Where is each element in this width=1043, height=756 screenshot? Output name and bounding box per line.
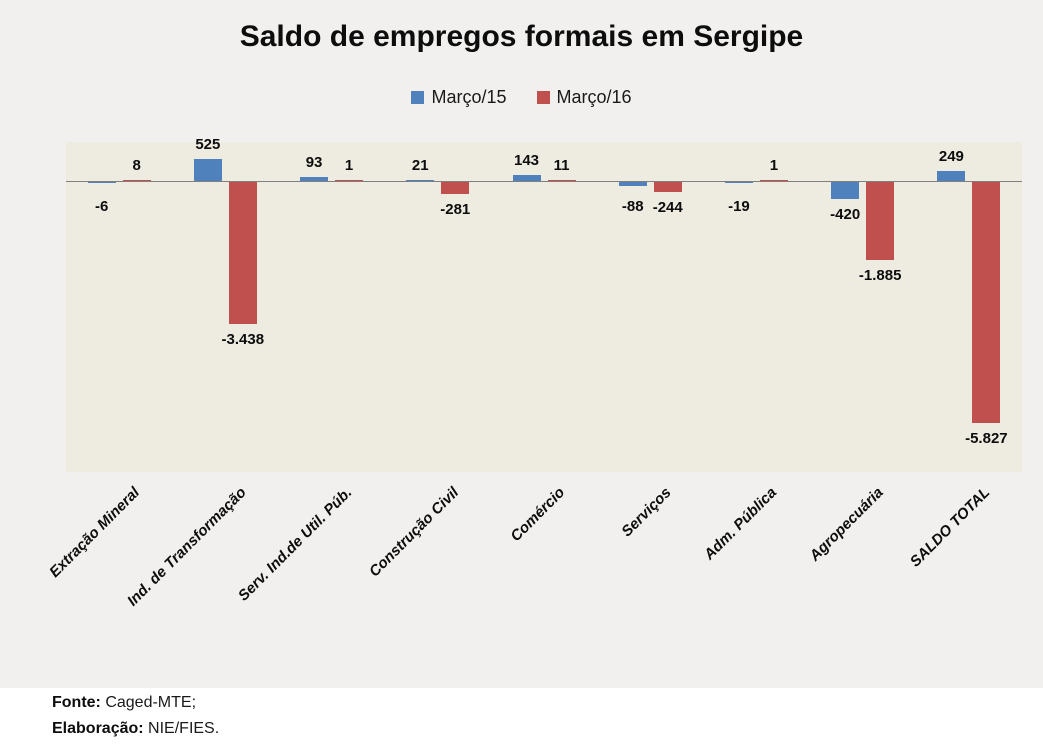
bar-marco16-7 (759, 180, 788, 181)
value-label: 1 (344, 157, 354, 174)
footer-elaboration-text: NIE/FIES. (148, 720, 220, 737)
category-label: SALDO TOTAL (906, 484, 993, 571)
category-label: Comércio (507, 484, 569, 545)
value-label: -19 (728, 198, 750, 215)
bar-marco16-1 (122, 180, 151, 181)
value-label: 525 (195, 136, 221, 153)
bar-marco16-8 (866, 182, 895, 260)
category-label: Adm. Pública (701, 484, 781, 564)
category-label: Construção Civil (365, 484, 462, 581)
value-label: -88 (621, 198, 644, 215)
bar-marco15-7 (724, 182, 753, 183)
chart-title: Saldo de empregos formais em Sergipe (239, 20, 804, 53)
x-axis-line (66, 181, 1022, 182)
plot-area: -6 8 525 -3.438 93 1 21 -281 143 11 -88 -244 -19 1 -42… (66, 136, 1022, 472)
value-label: 1 (769, 157, 779, 174)
legend-label: Março/15 (431, 87, 507, 107)
value-label: 21 (411, 157, 429, 174)
footer: Fonte: Caged-MTE; Elaboração: NIE/FIES. (52, 690, 219, 742)
value-label: -5.827 (965, 430, 1008, 447)
bar-marco16-3 (335, 180, 364, 181)
footer-source-line: Fonte: Caged-MTE; (52, 690, 219, 716)
footer-elaboration-line: Elaboração: NIE/FIES. (52, 716, 219, 742)
category-label: Agropecuária (806, 484, 887, 565)
value-label: 93 (305, 154, 323, 171)
value-label: 143 (513, 152, 540, 169)
legend-label: Março/16 (556, 87, 632, 107)
bar-marco15-3 (300, 177, 329, 181)
bar-marco15-8 (831, 182, 860, 199)
value-label: -3.438 (221, 331, 265, 348)
legend-item-mar-o-16: Março/16 (536, 87, 632, 108)
category-label: Serviços (618, 484, 675, 541)
category-axis: Extração Mineral Ind. de Transformação Ser… (0, 472, 1043, 688)
value-label: -244 (652, 199, 683, 216)
value-label: 8 (132, 157, 141, 174)
chart-card: Saldo de empregos formais em Sergipe Mar… (0, 0, 1043, 688)
category-label: Ind. de Transformação (123, 484, 250, 610)
footer-source-label: Fonte: (52, 694, 101, 711)
legend: Março/15 Março/16 (0, 87, 1043, 108)
value-label: -1.885 (858, 267, 902, 284)
bar-marco15-9 (937, 171, 966, 181)
value-label: 249 (938, 148, 964, 165)
bar-marco15-1 (87, 182, 116, 183)
category-label: Serv. Ind.de Util. Púb. (235, 484, 356, 605)
bar-marco15-5 (512, 175, 541, 181)
category-label: Extração Mineral (46, 484, 144, 581)
bar-marco15-4 (406, 180, 435, 181)
bar-marco16-5 (547, 180, 576, 181)
bar-marco16-9 (972, 182, 1001, 423)
value-label: 11 (553, 157, 570, 174)
bar-marco16-2 (228, 182, 257, 324)
legend-item-mar-o-15: Março/15 (411, 87, 507, 108)
bar-marco16-6 (653, 182, 682, 192)
value-label: -6 (94, 198, 109, 215)
footer-source-text: Caged-MTE; (105, 694, 197, 711)
bar-marco15-2 (193, 159, 222, 181)
bar-marco15-6 (618, 182, 647, 186)
legend-swatch-icon (411, 91, 425, 104)
value-label: -420 (830, 206, 861, 223)
footer-elaboration-label: Elaboração: (52, 720, 144, 737)
legend-swatch-icon (536, 91, 550, 104)
bar-marco16-4 (441, 182, 470, 194)
value-label: -281 (440, 201, 471, 218)
